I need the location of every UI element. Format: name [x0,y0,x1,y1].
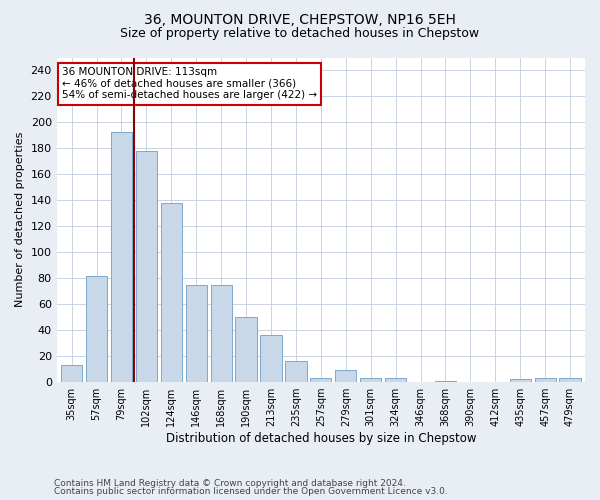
Bar [111,132,132,382]
Bar [235,317,257,382]
Bar [185,284,207,382]
Y-axis label: Number of detached properties: Number of detached properties [15,132,25,308]
X-axis label: Distribution of detached houses by size in Chepstow: Distribution of detached houses by size … [166,432,476,445]
Bar [509,380,531,382]
Bar [211,284,232,382]
Text: 36 MOUNTON DRIVE: 113sqm
← 46% of detached houses are smaller (366)
54% of semi-: 36 MOUNTON DRIVE: 113sqm ← 46% of detach… [62,67,317,100]
Bar [435,381,456,382]
Text: 36, MOUNTON DRIVE, CHEPSTOW, NP16 5EH: 36, MOUNTON DRIVE, CHEPSTOW, NP16 5EH [144,12,456,26]
Bar [535,378,556,382]
Bar [161,203,182,382]
Bar [360,378,381,382]
Bar [260,336,281,382]
Bar [286,362,307,382]
Bar [86,276,107,382]
Bar [61,365,82,382]
Text: Contains HM Land Registry data © Crown copyright and database right 2024.: Contains HM Land Registry data © Crown c… [54,478,406,488]
Bar [335,370,356,382]
Text: Contains public sector information licensed under the Open Government Licence v3: Contains public sector information licen… [54,487,448,496]
Bar [385,378,406,382]
Bar [559,378,581,382]
Text: Size of property relative to detached houses in Chepstow: Size of property relative to detached ho… [121,28,479,40]
Bar [136,151,157,382]
Bar [310,378,331,382]
